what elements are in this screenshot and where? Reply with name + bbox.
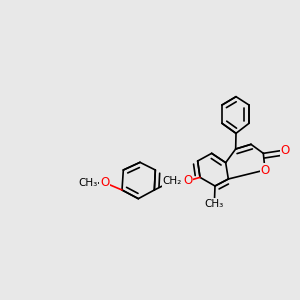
Text: O: O [260,164,270,176]
Text: CH₃: CH₃ [79,178,98,188]
Text: CH₃: CH₃ [205,199,224,209]
Text: O: O [183,175,192,188]
Text: O: O [280,143,290,157]
Text: O: O [100,176,109,189]
Text: CH₂: CH₂ [163,176,182,186]
